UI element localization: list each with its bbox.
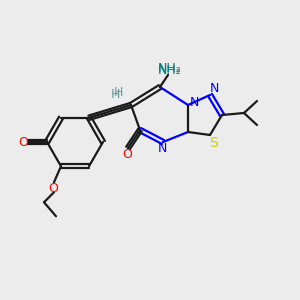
Text: N: N [189,97,199,110]
Text: N: N [157,142,167,155]
Text: H: H [113,86,123,100]
Text: S: S [210,136,218,150]
Text: O: O [122,148,132,161]
Text: N: N [209,82,219,95]
Text: O: O [48,182,58,195]
Text: NH₂: NH₂ [158,64,182,77]
Text: NH₂: NH₂ [158,62,182,76]
Text: H: H [110,88,120,100]
Text: O: O [18,136,28,148]
